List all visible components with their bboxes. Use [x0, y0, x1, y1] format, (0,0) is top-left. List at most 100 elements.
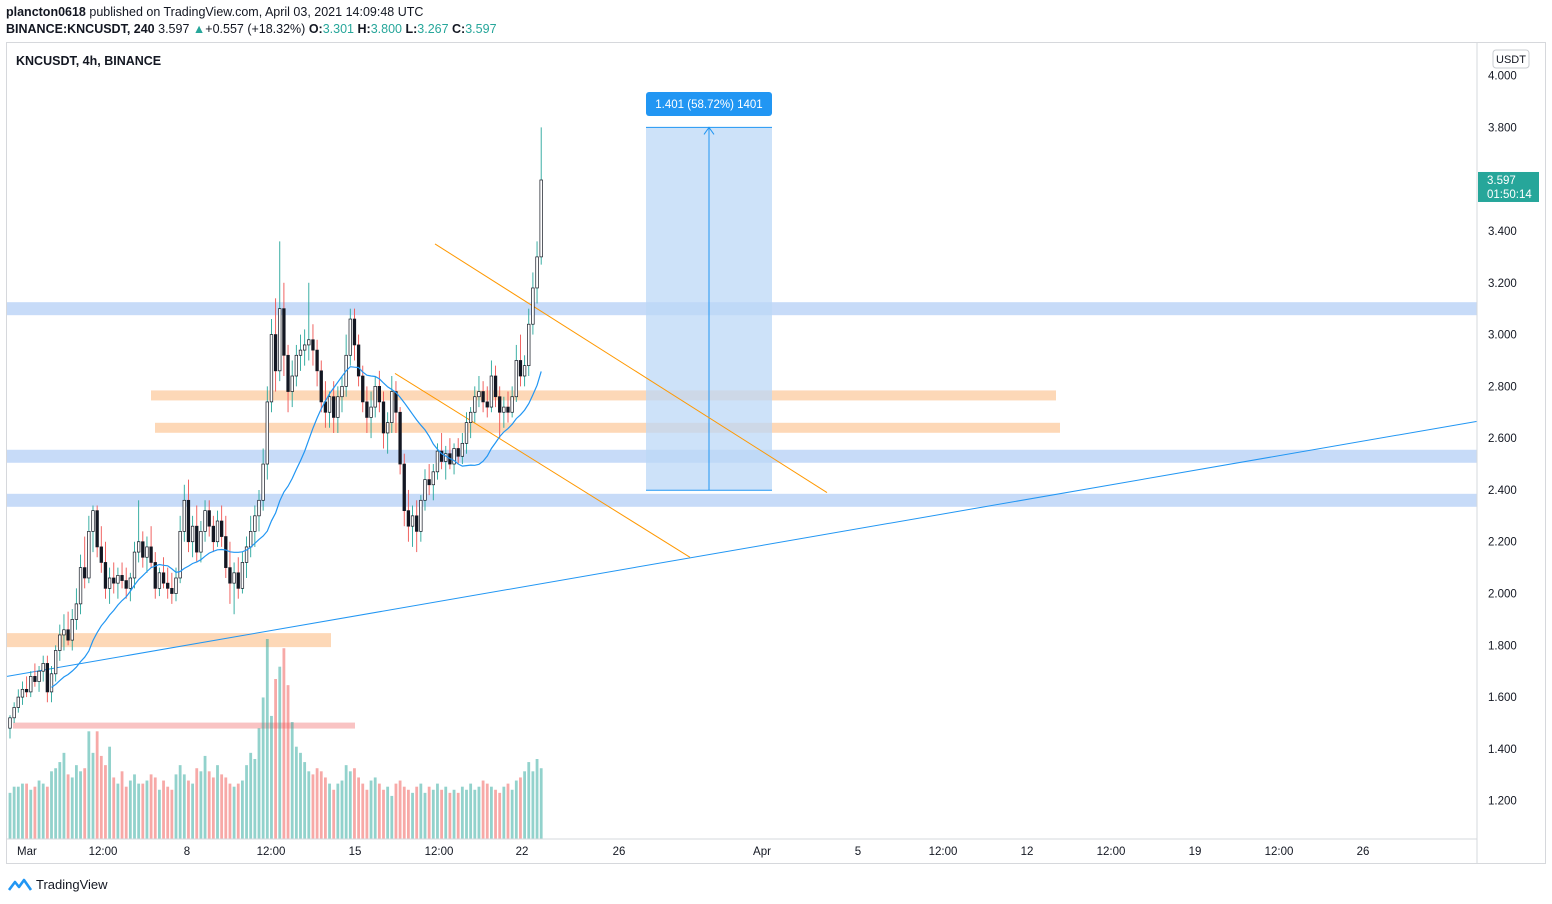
- candle-body: [199, 531, 203, 553]
- open-value: 3.301: [322, 22, 354, 36]
- volume-bar: [166, 786, 170, 839]
- volume-bar: [124, 786, 128, 839]
- candle-body: [207, 510, 211, 527]
- candle-body: [518, 360, 523, 377]
- candle-body: [464, 422, 469, 444]
- volume-bar: [415, 786, 419, 839]
- footer-brand[interactable]: TradingView: [8, 877, 108, 892]
- volume-bar: [95, 731, 99, 839]
- candle-body: [365, 401, 369, 418]
- volume-bar: [104, 765, 107, 839]
- candle-body: [224, 536, 228, 568]
- volume-bar: [431, 789, 435, 839]
- currency-label: USDT: [1496, 54, 1526, 66]
- candle-body: [439, 450, 444, 462]
- countdown-label: 01:50:14: [1487, 189, 1532, 201]
- volume-bars: [8, 639, 543, 839]
- publisher-name[interactable]: plancton0618: [6, 5, 86, 19]
- volume-bar: [460, 786, 464, 839]
- volume-bar: [224, 777, 228, 839]
- volume-bar: [353, 768, 356, 839]
- volume-bar: [452, 789, 456, 839]
- volume-bar: [54, 768, 58, 839]
- candle-body: [298, 349, 303, 356]
- price-tick-label: 3.400: [1488, 226, 1517, 238]
- volume-bar: [324, 777, 327, 839]
- time-tick-label: Mar: [17, 846, 37, 858]
- volume-bar: [319, 771, 323, 839]
- volume-bar: [527, 762, 531, 839]
- candle-body: [356, 344, 361, 377]
- volume-bar: [120, 771, 124, 839]
- volume-bar: [58, 762, 62, 839]
- candle-body: [386, 422, 390, 434]
- candle-body: [473, 396, 477, 413]
- volume-bar: [220, 774, 224, 839]
- price-tick-label: 2.000: [1488, 589, 1517, 601]
- published-text: published on TradingView.com, April 03, …: [89, 5, 424, 19]
- high-label: H:: [357, 22, 371, 36]
- ohlc-line: BINANCE:KNCUSDT, 240 3.597 ▲+0.557 (+18.…: [6, 21, 497, 38]
- channel-lower-line: [394, 372, 691, 558]
- candle-body: [527, 323, 531, 366]
- volume-bar: [29, 789, 33, 839]
- price-tick-label: 3.200: [1488, 278, 1517, 290]
- price-tick-label: 1.400: [1488, 744, 1517, 756]
- candle-body: [37, 670, 41, 682]
- candle-body: [498, 396, 502, 413]
- candle-body: [257, 499, 261, 517]
- volume-bar: [37, 780, 41, 839]
- volume-bar: [133, 774, 136, 839]
- volume-bar: [514, 780, 518, 839]
- volume-bar: [16, 786, 20, 839]
- volume-bar: [386, 786, 390, 839]
- candle-body: [128, 577, 133, 589]
- volume-bar: [191, 783, 194, 839]
- volume-bar: [485, 783, 489, 839]
- volume-bar: [481, 780, 485, 839]
- volume-bar: [270, 715, 273, 839]
- price-change: +0.557 (+18.32%): [205, 22, 306, 36]
- volume-bar: [274, 679, 277, 839]
- candle-body: [116, 575, 120, 584]
- candle-body: [269, 334, 274, 403]
- volume-bar: [419, 783, 423, 839]
- candle-body: [182, 499, 186, 532]
- candle-body: [369, 406, 373, 418]
- candle-body: [66, 629, 70, 641]
- candle-body: [62, 629, 66, 636]
- candle-body: [307, 339, 311, 346]
- volume-bar: [523, 771, 526, 839]
- volume-bar: [174, 774, 178, 839]
- candle-body: [394, 391, 398, 413]
- candle-body: [178, 531, 182, 579]
- candle-body: [161, 572, 166, 584]
- volume-bar: [361, 783, 365, 839]
- key-level-zones: [7, 302, 1477, 729]
- price-chart[interactable]: 4.0003.8003.6003.4003.2003.0002.8002.600…: [7, 43, 1545, 863]
- candle-body: [406, 510, 411, 527]
- time-tick-label: 12:00: [929, 846, 958, 858]
- volume-bar: [62, 752, 66, 839]
- chart-frame[interactable]: 4.0003.8003.6003.4003.2003.0002.8002.600…: [6, 42, 1546, 864]
- volume-bar: [261, 697, 265, 839]
- candle-body: [398, 411, 402, 465]
- currency-badge[interactable]: USDT: [1492, 49, 1530, 69]
- volume-bar: [427, 786, 431, 839]
- candle-body: [427, 479, 431, 486]
- volume-bar: [170, 789, 174, 839]
- price-tick-label: 2.600: [1488, 433, 1517, 445]
- low-value: 3.267: [417, 22, 449, 36]
- volume-bar: [494, 789, 497, 839]
- channel-upper-line: [434, 243, 828, 493]
- candle-body: [53, 650, 58, 675]
- time-tick-label: Apr: [753, 846, 771, 858]
- measure-badge[interactable]: 1.401 (58.72%) 1401: [646, 92, 772, 116]
- volume-bar: [99, 755, 103, 839]
- candle-body: [107, 577, 112, 589]
- volume-bar: [423, 792, 427, 839]
- volume-bar: [382, 789, 385, 839]
- candle-body: [352, 318, 357, 346]
- measure-tool: [646, 126, 772, 491]
- last-price-label: 3.597: [1487, 175, 1516, 187]
